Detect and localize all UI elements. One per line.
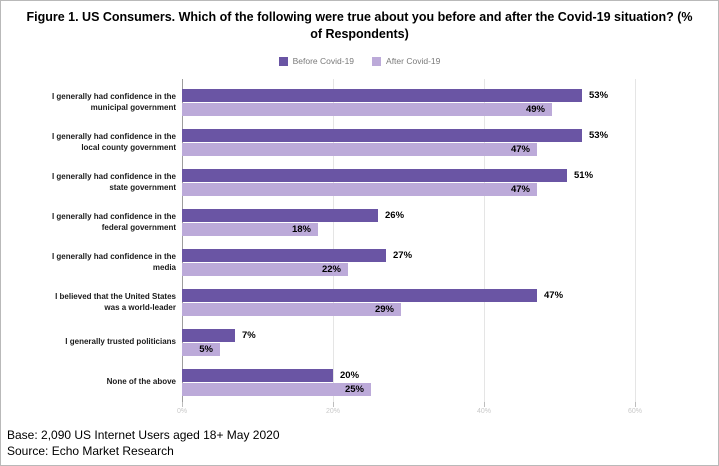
bar-after [182,343,220,356]
category-label: I generally trusted politicians [65,337,176,347]
bar-after [182,263,348,276]
value-label-before: 53% [589,130,609,141]
value-label-after: 18% [291,224,311,235]
chart-legend: Before Covid-19 After Covid-19 [1,56,718,66]
legend-item-before: Before Covid-19 [278,56,355,66]
bar-before [182,129,582,142]
x-axis-tick [635,402,636,407]
bar-before [182,209,378,222]
gridline [484,79,485,402]
value-label-before: 51% [574,170,594,181]
value-label-after: 22% [321,264,341,275]
footer-base-text: Base: 2,090 US Internet Users aged 18+ M… [7,428,280,442]
plot-area: 0% 20% 40% 60% I generally had confidence in… [1,73,718,423]
x-axis-tick-label: 0% [176,408,188,415]
value-label-before: 27% [393,250,413,261]
value-label-after: 29% [374,304,394,315]
value-label-after: 25% [344,384,364,395]
x-axis-tick-label: 40% [476,408,491,415]
value-label-before: 47% [544,290,564,301]
footer-source-text: Source: Echo Market Research [7,443,174,458]
value-label-after: 47% [510,144,530,155]
bar-after [182,383,371,396]
y-axis-line [182,79,183,402]
bar-after [182,183,537,196]
x-axis-tick-label: 60% [627,408,642,415]
value-label-after: 47% [510,184,530,195]
value-label-before: 53% [589,90,609,101]
x-axis-tick [333,402,334,407]
category-label: I generally had confidence in the state g… [51,172,176,192]
bar-after [182,303,401,316]
category-label: I generally had confidence in the local c… [51,132,176,152]
category-label: I generally had confidence in the federal… [51,212,176,232]
value-label-before: 7% [242,330,256,341]
legend-item-after: After Covid-19 [372,56,440,66]
category-label: None of the above [106,377,176,387]
value-label-before: 26% [385,210,405,221]
bar-after [182,223,318,236]
legend-swatch-before-icon [278,56,288,66]
category-label: I generally had confidence in the media [51,252,176,272]
bar-before [182,169,567,182]
bar-before [182,289,537,302]
category-label: I generally had confidence in the municip… [51,92,176,112]
x-axis-tick [182,402,183,407]
x-axis-tick-label: 20% [325,408,340,415]
category-label: I believed that the United States was a w… [55,292,176,312]
value-label-after: 5% [199,344,213,355]
bar-before [182,249,386,262]
chart-footer: Base: 2,090 US Internet Users aged 18+ M… [7,428,280,459]
gridline [333,79,334,402]
value-label-after: 49% [525,104,545,115]
x-axis-tick [484,402,485,407]
gridline [635,79,636,402]
legend-swatch-after-icon [372,56,382,66]
bar-before [182,329,235,342]
bar-after [182,143,537,156]
chart-title: Figure 1. US Consumers. Which of the fol… [26,10,693,41]
legend-label-before: Before Covid-19 [292,56,355,66]
bar-before [182,89,582,102]
bar-before [182,369,333,382]
value-label-before: 20% [340,370,360,381]
legend-label-after: After Covid-19 [386,56,441,66]
bar-after [182,103,552,116]
